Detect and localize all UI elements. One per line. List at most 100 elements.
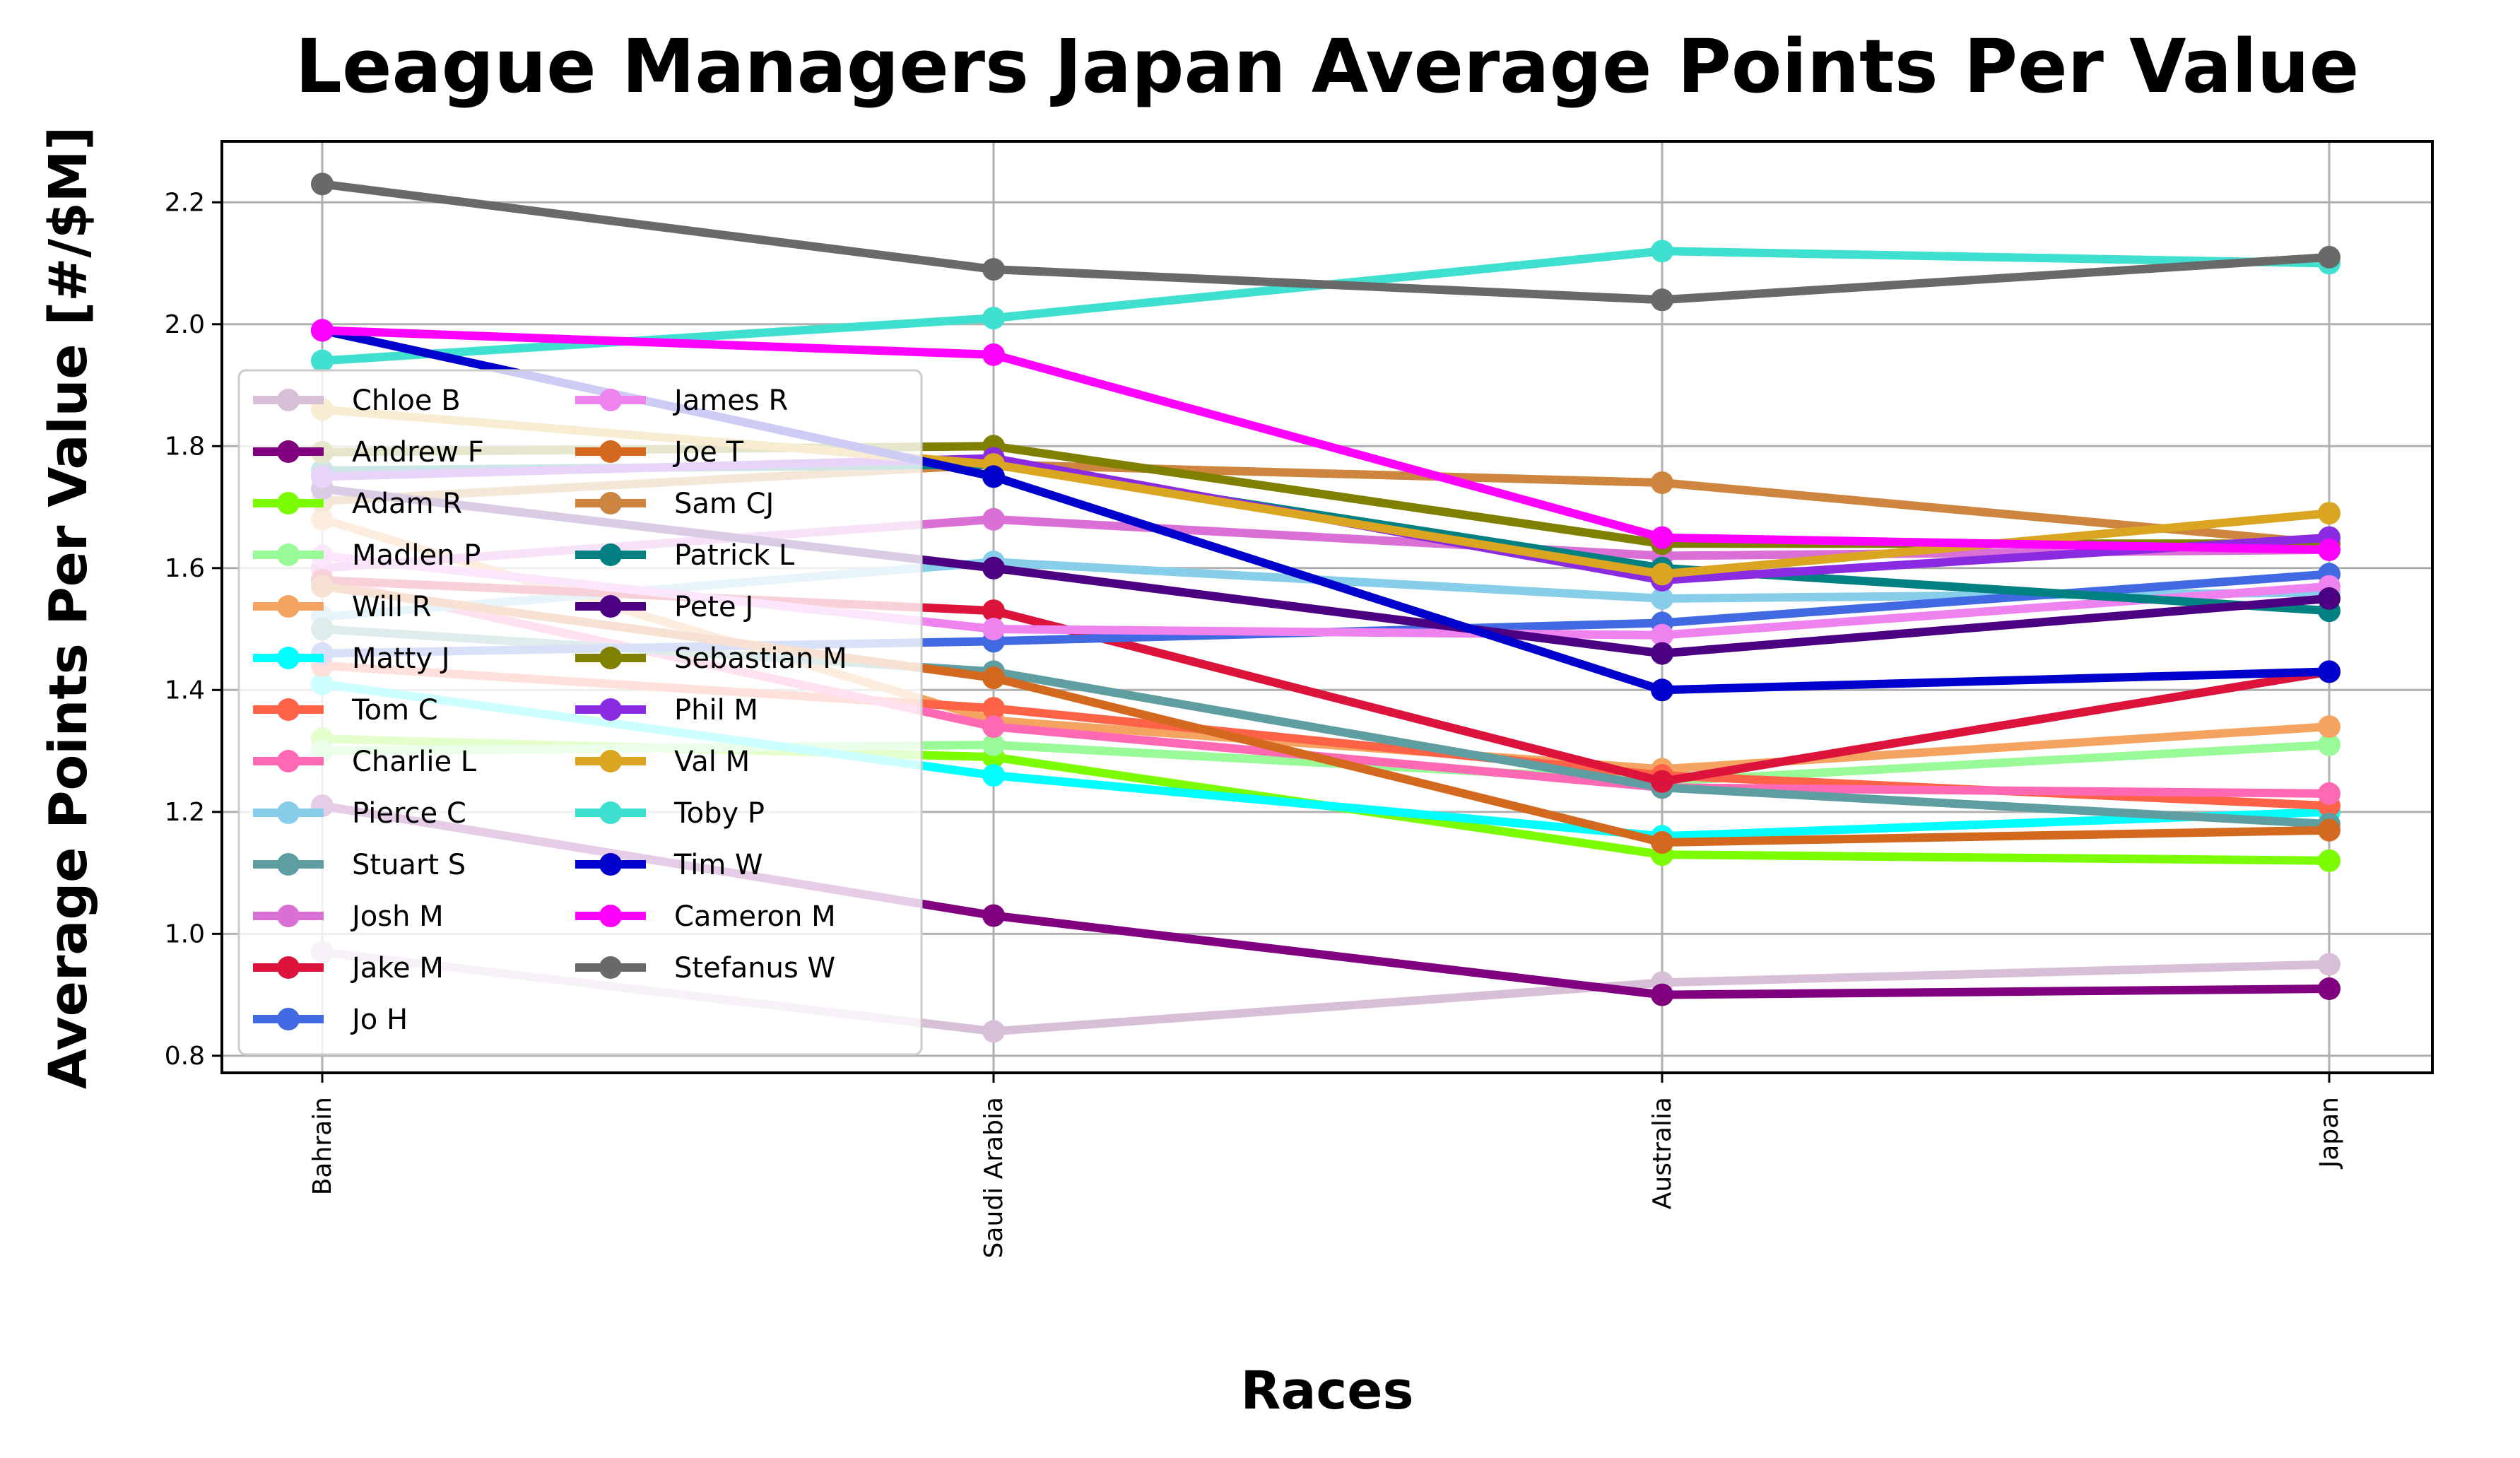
data-point [311, 349, 334, 372]
legend-item: Josh M [253, 900, 444, 933]
legend-swatch-marker [277, 492, 300, 515]
legend-item: Jake M [253, 952, 444, 984]
legend-label: Tim W [673, 849, 763, 881]
data-point [982, 666, 1005, 690]
data-point [982, 697, 1005, 720]
data-point [982, 258, 1005, 281]
legend-swatch-marker [599, 956, 622, 979]
series-stefanus-w [311, 172, 2341, 312]
legend-label: Stefanus W [674, 952, 835, 984]
legend-item: Stuart S [253, 849, 466, 881]
data-point [982, 465, 1005, 488]
data-point [2318, 977, 2341, 1000]
legend-item: Matty J [253, 642, 450, 675]
legend: Chloe B Andrew F Adam R Madlen P Will R Matty… [237, 369, 923, 1056]
legend-swatch-marker [277, 543, 300, 566]
legend-label: Toby P [673, 797, 765, 830]
data-point [982, 715, 1005, 739]
data-point [2318, 849, 2341, 872]
data-point [2318, 953, 2341, 976]
legend-label: Jo H [350, 1004, 408, 1036]
data-point [2318, 245, 2341, 269]
legend-swatch-marker [599, 905, 622, 927]
legend-label: Jake M [350, 952, 444, 984]
data-point [1651, 526, 1673, 549]
legend-label: Will R [352, 591, 432, 623]
legend-item: Sebastian M [575, 642, 847, 675]
legend-swatch-marker [277, 647, 300, 669]
legend-item: Charlie L [253, 746, 477, 778]
x-tick-label: Saudi Arabia [979, 1097, 1008, 1258]
legend-item: Jo H [253, 1004, 408, 1036]
legend-item: Phil M [575, 694, 758, 727]
legend-label: Val M [674, 746, 750, 778]
legend-swatch-marker [599, 492, 622, 515]
x-axis-label: Races [1240, 1360, 1413, 1421]
chart-title: League Managers Japan Average Points Per… [295, 23, 2360, 110]
legend-swatch-marker [277, 698, 300, 721]
data-point [1651, 831, 1673, 854]
legend-label: Charlie L [352, 746, 477, 778]
legend-swatch-marker [599, 698, 622, 721]
legend-item: Tim W [575, 849, 763, 881]
data-point [1651, 983, 1673, 1006]
series-line [318, 180, 2333, 305]
legend-item: Patrick L [575, 539, 795, 572]
y-tick-label: 1.6 [165, 554, 205, 583]
y-tick-label: 0.8 [165, 1042, 205, 1071]
data-point [982, 764, 1005, 787]
data-point [982, 599, 1005, 623]
legend-swatch-marker [277, 595, 300, 618]
legend-label: Andrew F [352, 436, 484, 469]
data-point [2318, 538, 2341, 561]
legend-swatch-marker [599, 647, 622, 669]
legend-swatch-marker [277, 440, 300, 463]
legend-swatch-marker [277, 905, 300, 927]
legend-label: Cameron M [674, 900, 836, 933]
data-point [311, 319, 334, 342]
data-point [1651, 623, 1673, 647]
data-point [982, 307, 1005, 330]
data-point [2318, 818, 2341, 842]
legend-label: Adam R [352, 488, 462, 520]
y-tick-label: 2.0 [165, 310, 205, 339]
x-tick-label: Bahrain [308, 1097, 337, 1195]
data-point [311, 172, 334, 196]
legend-item: Toby P [575, 797, 765, 830]
legend-item: Joe T [575, 436, 744, 469]
legend-item: Tom C [253, 694, 438, 727]
legend-label: Pete J [674, 591, 753, 623]
data-point [1651, 471, 1673, 494]
legend-label: Phil M [674, 694, 758, 727]
legend-label: Chloe B [352, 384, 461, 417]
data-point [1651, 563, 1673, 586]
legend-label: Tom C [351, 694, 438, 727]
y-tick-label: 1.4 [165, 676, 205, 705]
y-tick-label: 1.2 [165, 798, 205, 827]
data-point [2318, 587, 2341, 610]
legend-swatch-marker [277, 853, 300, 876]
legend-item: Pete J [575, 591, 753, 623]
legend-label: Sebastian M [674, 642, 847, 675]
data-point [982, 507, 1005, 531]
legend-item: Will R [253, 591, 432, 623]
y-tick-label: 1.0 [165, 919, 205, 948]
legend-label: Joe T [672, 436, 744, 469]
legend-item: James R [575, 384, 788, 417]
data-point [2318, 733, 2341, 756]
data-point [982, 556, 1005, 580]
data-point [1651, 678, 1673, 702]
legend-swatch-marker [599, 853, 622, 876]
data-point [2318, 660, 2341, 683]
data-point [982, 1020, 1005, 1043]
legend-swatch-marker [599, 595, 622, 618]
data-point [982, 904, 1005, 927]
y-axis-label: Average Points Per Value [#/$M] [38, 127, 99, 1089]
x-tick-label: Australia [1648, 1097, 1677, 1209]
y-tick-label: 1.8 [165, 432, 205, 461]
legend-item: Madlen P [253, 539, 481, 572]
series-cameron-m [311, 319, 2341, 561]
data-point [1651, 240, 1673, 263]
legend-label: Stuart S [352, 849, 466, 881]
